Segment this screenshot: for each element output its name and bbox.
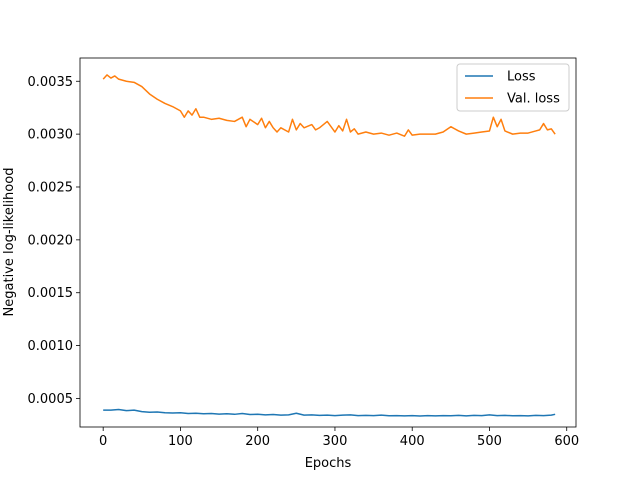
y-tick-label: 0.0015 <box>28 286 74 301</box>
x-tick-label: 200 <box>245 434 270 449</box>
y-tick-label: 0.0025 <box>28 180 74 195</box>
x-axis-label: Epochs <box>305 456 352 471</box>
legend: Loss Val. loss <box>456 63 570 112</box>
x-tick-label: 300 <box>323 434 348 449</box>
x-tick-label: 600 <box>554 434 579 449</box>
y-axis-label: Negative log-likelihood <box>2 168 17 317</box>
x-tick-label: 400 <box>400 434 425 449</box>
x-axis-ticks: 0 100 200 300 400 500 600 <box>99 427 579 449</box>
y-tick-label: 0.0005 <box>28 392 74 407</box>
y-axis-ticks: 0.0005 0.0010 0.0015 0.0020 0.0025 0.0030 0.00… <box>28 75 80 407</box>
x-tick-label: 100 <box>168 434 193 449</box>
y-tick-label: 0.0020 <box>28 233 74 248</box>
legend-label-loss: Loss <box>507 70 536 85</box>
plot-frame <box>79 57 577 428</box>
series-layer <box>102 74 556 417</box>
series-line-val-loss <box>102 74 556 137</box>
y-tick-label: 0.0030 <box>28 128 74 143</box>
x-tick-label: 0 <box>99 434 107 449</box>
series-line-loss <box>103 408 556 417</box>
legend-label-val-loss: Val. loss <box>507 92 560 107</box>
x-tick-label: 500 <box>477 434 502 449</box>
y-tick-label: 0.0035 <box>28 75 74 90</box>
y-tick-label: 0.0010 <box>28 339 74 354</box>
